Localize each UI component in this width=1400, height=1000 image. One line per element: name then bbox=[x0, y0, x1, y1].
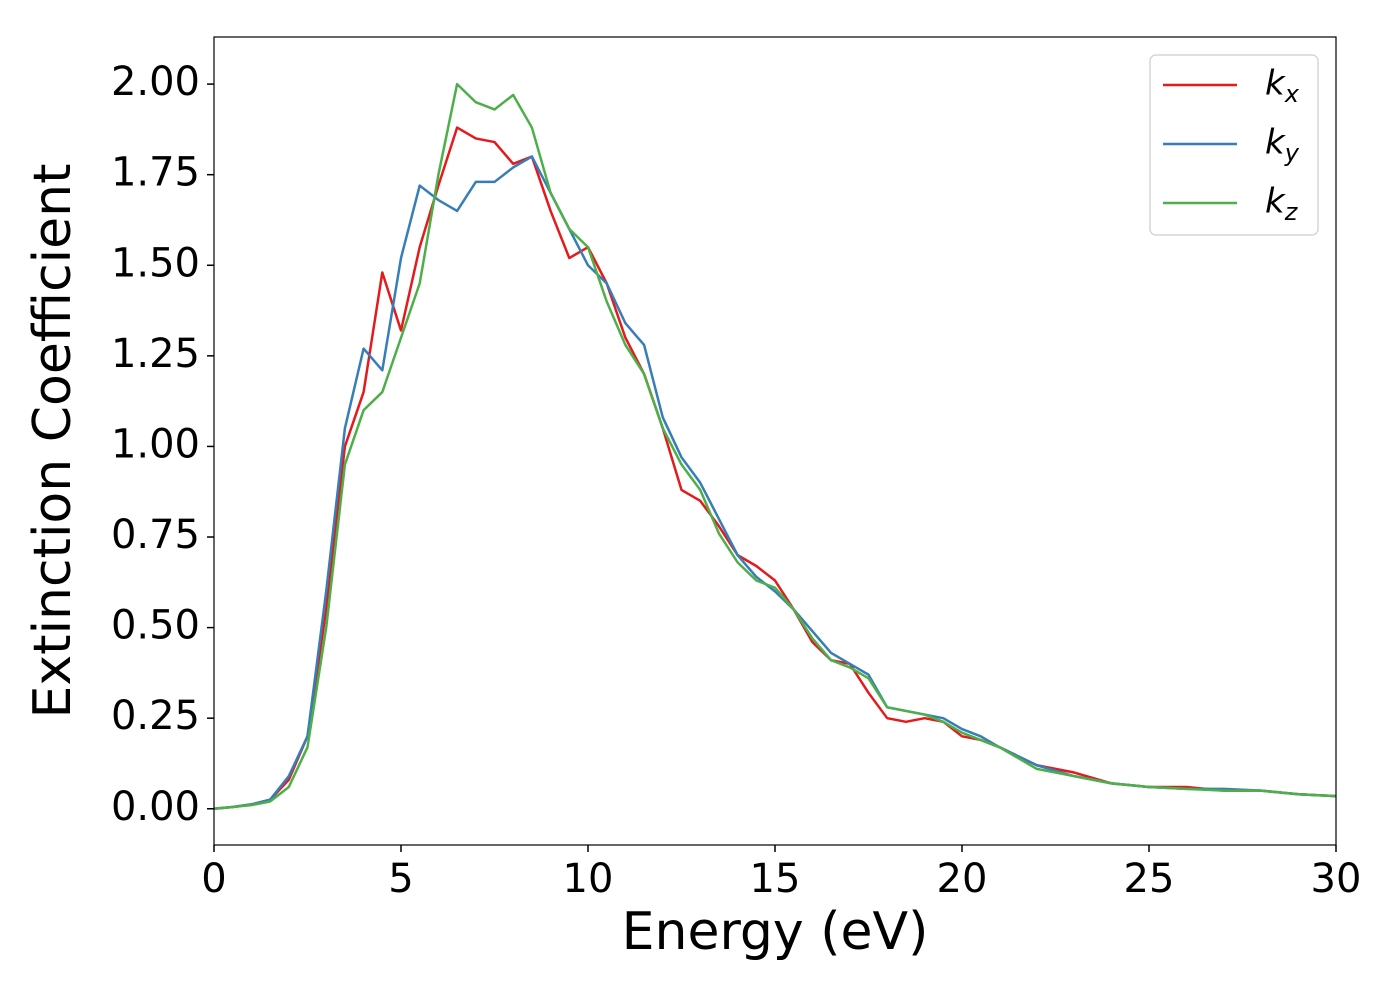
legend-subscript: x bbox=[1284, 80, 1300, 108]
y-tick-label: 1.25 bbox=[111, 331, 200, 377]
y-tick-label: 1.00 bbox=[111, 421, 200, 467]
x-axis-label: Energy (eV) bbox=[622, 902, 929, 962]
y-axis-label: Extinction Coefficient bbox=[23, 164, 83, 719]
x-tick-label: 15 bbox=[750, 856, 801, 902]
y-tick-label: 0.25 bbox=[111, 693, 200, 739]
y-tick-label: 1.75 bbox=[111, 150, 200, 196]
y-tick-label: 2.00 bbox=[111, 59, 200, 105]
x-tick-label: 10 bbox=[563, 856, 614, 902]
data-line bbox=[213, 82, 1337, 811]
y-tick-label: 0.50 bbox=[111, 603, 200, 649]
x-tick-label: 20 bbox=[937, 856, 988, 902]
data-line bbox=[213, 155, 1337, 811]
legend-subscript: z bbox=[1284, 198, 1299, 226]
x-tick-label: 30 bbox=[1311, 856, 1362, 902]
x-tick-label: 25 bbox=[1124, 856, 1175, 902]
y-tick-label: 0.75 bbox=[111, 512, 200, 558]
plot-frame bbox=[213, 36, 1337, 846]
x-tick-label: 5 bbox=[388, 856, 413, 902]
x-tick-label: 0 bbox=[201, 856, 226, 902]
y-tick-label: 1.50 bbox=[111, 240, 200, 286]
legend-subscript: y bbox=[1284, 139, 1300, 167]
y-tick-label: 0.00 bbox=[111, 784, 200, 830]
